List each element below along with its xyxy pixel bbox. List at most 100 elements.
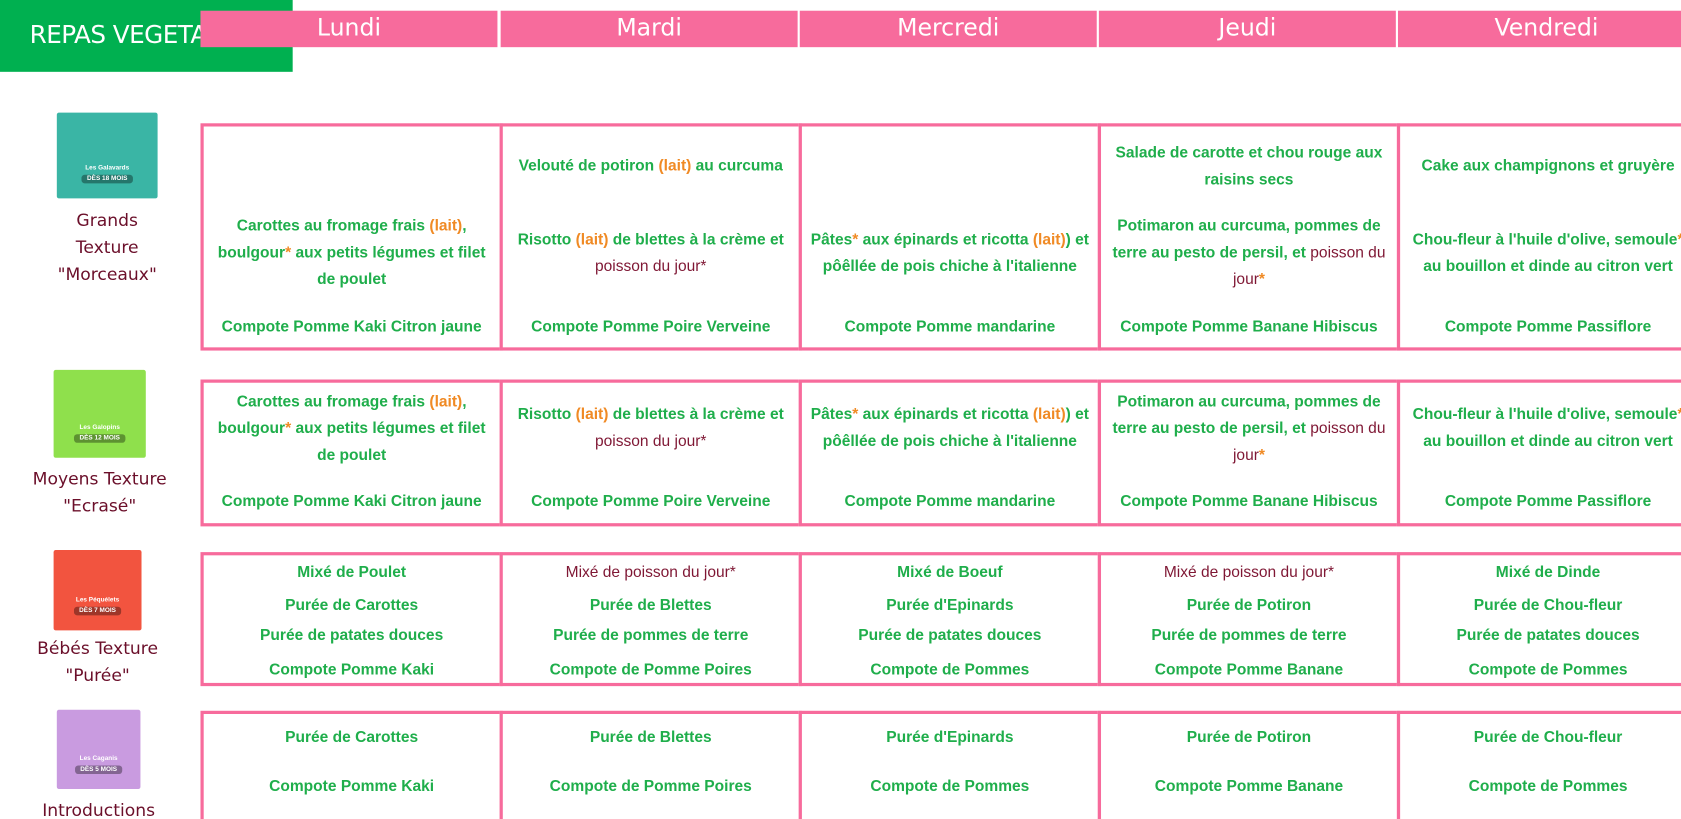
menu-text-part: ) et pôêllée de pois chiche à l'italienn… xyxy=(822,231,1089,275)
menu-text-part: * xyxy=(285,244,292,262)
menu-text: Compote Pomme Banane Hibiscus xyxy=(1120,314,1377,341)
group-label: Bébés Texture "Purée" xyxy=(0,635,199,689)
menu-text: Purée de Carottes xyxy=(285,592,418,619)
menu-item: Compote Pomme Poire Verveine xyxy=(503,300,799,354)
menu-item: Compote de Pommes xyxy=(802,761,1098,812)
menu-text: Purée de pommes de terre xyxy=(553,622,748,649)
menu-text-part: Potimaron au curcuma, pommes de terre au… xyxy=(1112,217,1381,262)
menu-cell: Salade de carotte et chou rouge aux rais… xyxy=(1097,123,1401,351)
menu-item: Compote Pomme Kaki xyxy=(204,651,500,690)
menu-text: Carottes au fromage frais (lait), boulgo… xyxy=(207,213,496,293)
menu-text: Compote Pomme Poire Verveine xyxy=(531,314,770,341)
group-label: Moyens Texture "Ecrasé" xyxy=(0,465,202,519)
menu-text-part: Compote Pomme Kaki Citron jaune xyxy=(221,493,482,511)
menu-text: Purée de Chou-fleur xyxy=(1474,724,1623,751)
menu-text-part: Potimaron au curcuma, pommes de terre au… xyxy=(1112,392,1381,437)
menu-text: Compote Pomme mandarine xyxy=(844,489,1055,516)
day-header: Mardi xyxy=(500,10,798,48)
badge-name: Les Galopins xyxy=(79,424,120,431)
menu-text: Purée de Blettes xyxy=(590,592,712,619)
menu-text: Purée de Carottes xyxy=(285,724,418,751)
menu-text-part: Compote Pomme Kaki Citron jaune xyxy=(221,317,482,336)
menu-text-part: (lait) xyxy=(1032,406,1066,424)
menu-text-part: Purée de Chou-fleur xyxy=(1473,728,1623,746)
menu-text-part: Compote de Pommes xyxy=(1468,660,1628,679)
menu-cell: Purée de Chou-fleur Compote de Pommes xyxy=(1396,710,1681,819)
menu-text-part: au bouillon et dinde au citron vert xyxy=(1423,257,1673,275)
menu-text-part: Pâtes xyxy=(810,231,853,249)
menu-text: Purée de Potiron xyxy=(1187,592,1311,619)
menu-item: Compote Pomme Banane Hibiscus xyxy=(1101,300,1397,354)
menu-item: Carottes au fromage frais (lait), boulgo… xyxy=(204,207,500,300)
menu-text: Potimaron au curcuma, pommes de terre au… xyxy=(1104,389,1393,469)
menu-text-part: Compote Pomme mandarine xyxy=(844,317,1056,336)
menu-text-part: Purée de Carottes xyxy=(285,596,419,614)
menu-text-part: Compote de Pomme Poires xyxy=(549,660,752,679)
menu-text-part: (lait) xyxy=(429,217,463,235)
menu-cell: Carottes au fromage frais (lait), boulgo… xyxy=(200,123,503,351)
menu-text-part: Cake aux champignons et gruyère xyxy=(1421,157,1675,175)
menu-item: Mixé de Poulet xyxy=(204,555,500,590)
menu-text: Compote de Pommes xyxy=(1469,657,1628,684)
menu-text-part: Carottes au fromage frais xyxy=(236,392,430,411)
menu-text: Compote Pomme Banane Hibiscus xyxy=(1120,489,1377,516)
group-label: Grands Texture "Morceaux" xyxy=(5,207,209,287)
menu-text-part: aux épinards et ricotta xyxy=(858,406,1033,424)
menu-item: Compote Pomme Passiflore xyxy=(1400,300,1681,354)
menu-cell: Chou-fleur à l'huile d'olive, semoule* a… xyxy=(1396,379,1681,527)
menu-item: Mixé de poisson du jour* xyxy=(503,555,799,590)
menu-text-part: Purée de Potiron xyxy=(1186,728,1312,746)
badge-name: Les Péquélets xyxy=(75,597,120,604)
day-header: Lundi xyxy=(200,10,498,48)
menu-item: Compote Pomme Kaki Citron jaune xyxy=(204,300,500,354)
menu-item: Purée de Blettes xyxy=(503,714,799,761)
menu-text: Purée de patates douces xyxy=(858,622,1041,649)
menu-text: Purée d'Epinards xyxy=(886,724,1013,751)
menu-text: Mixé de poisson du jour* xyxy=(566,560,736,587)
menu-text: Chou-fleur à l'huile d'olive, semoule* a… xyxy=(1403,227,1681,281)
menu-cell: Potimaron au curcuma, pommes de terre au… xyxy=(1097,379,1401,527)
menu-text: Compote Pomme Banane xyxy=(1155,773,1343,800)
menu-text-part: Compote Pomme Kaki xyxy=(269,777,435,795)
menu-item: Purée de patates douces xyxy=(1400,621,1681,651)
menu-item: Purée de patates douces xyxy=(204,621,500,651)
menu-text-part: Purée d'Epinards xyxy=(886,596,1014,614)
menu-text-part: de blettes à la crème et xyxy=(608,406,784,424)
menu-item: Compote de Pommes xyxy=(802,651,1098,690)
menu-cell: Carottes au fromage frais (lait), boulgo… xyxy=(200,379,503,527)
menu-item: Purée de patates douces xyxy=(802,621,1098,651)
badge-age: DÈS 7 MOIS xyxy=(73,606,122,616)
menu-item: Purée d'Epinards xyxy=(802,714,1098,761)
menu-item: Purée de Blettes xyxy=(503,591,799,621)
menu-item: Risotto (lait) de blettes à la crème et … xyxy=(503,383,799,475)
menu-item: Compote Pomme Banane xyxy=(1101,761,1397,812)
menu-text-part: de blettes à la crème et xyxy=(608,231,784,249)
badge-icon: Les Péquélets DÈS 7 MOIS xyxy=(53,549,142,631)
menu-text: Purée d'Epinards xyxy=(886,592,1013,619)
menu-text-part: aux petits légumes et filet de poulet xyxy=(291,419,486,464)
menu-text: Purée de patates douces xyxy=(260,622,443,649)
menu-text-part: Compote Pomme mandarine xyxy=(844,493,1056,511)
day-header: Jeudi xyxy=(1098,10,1396,48)
menu-text-part: * xyxy=(852,231,859,249)
menu-item: Purée de Potiron xyxy=(1101,591,1397,621)
menu-text-part: Compote Pomme Banane xyxy=(1154,777,1344,795)
menu-item: Cake aux champignons et gruyère xyxy=(1400,127,1681,207)
menu-text: Risotto (lait) de blettes à la crème et … xyxy=(506,227,795,281)
menu-item: Risotto (lait) de blettes à la crème et … xyxy=(503,207,799,300)
menu-text-part: Mixé de Poulet xyxy=(297,563,407,582)
menu-text-part: Purée de patates douces xyxy=(858,626,1042,644)
menu-text-part: * xyxy=(852,406,859,424)
group-label: Introductions xyxy=(0,797,200,819)
badge-name: Les Galavards xyxy=(85,165,130,172)
badge-age: DÈS 12 MOIS xyxy=(74,434,126,443)
menu-text-part: Purée de Carottes xyxy=(285,728,419,746)
menu-cell: Mixé de poisson du jour* Purée de Blettes… xyxy=(499,552,802,687)
menu-text: Purée de Blettes xyxy=(590,724,712,751)
menu-item xyxy=(802,127,1098,207)
menu-text-part: * xyxy=(285,419,292,437)
menu-text-part: Compote Pomme Poire Verveine xyxy=(531,493,771,511)
menu-text: Purée de Potiron xyxy=(1187,724,1311,751)
menu-text-part: Compote Pomme Passiflore xyxy=(1444,317,1652,336)
